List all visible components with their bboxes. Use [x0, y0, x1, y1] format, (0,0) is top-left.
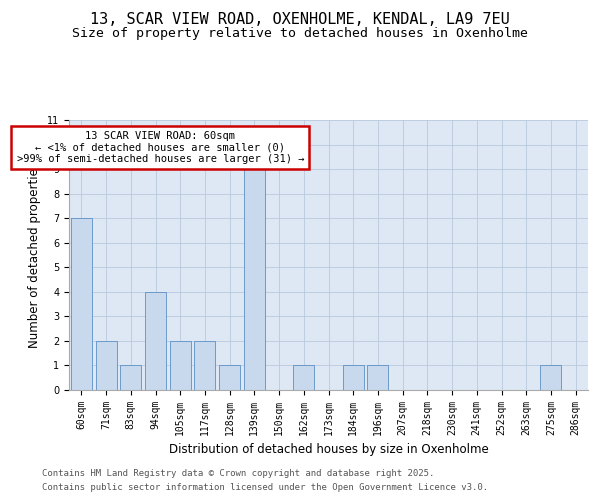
- X-axis label: Distribution of detached houses by size in Oxenholme: Distribution of detached houses by size …: [169, 444, 488, 456]
- Text: 13, SCAR VIEW ROAD, OXENHOLME, KENDAL, LA9 7EU: 13, SCAR VIEW ROAD, OXENHOLME, KENDAL, L…: [90, 12, 510, 28]
- Bar: [219, 366, 240, 390]
- Bar: [367, 366, 388, 390]
- Text: Size of property relative to detached houses in Oxenholme: Size of property relative to detached ho…: [72, 28, 528, 40]
- Bar: [71, 218, 92, 390]
- Bar: [145, 292, 166, 390]
- Bar: [194, 341, 215, 390]
- Y-axis label: Number of detached properties: Number of detached properties: [28, 162, 41, 348]
- Bar: [95, 341, 116, 390]
- Bar: [343, 366, 364, 390]
- Text: Contains HM Land Registry data © Crown copyright and database right 2025.: Contains HM Land Registry data © Crown c…: [42, 468, 434, 477]
- Text: 13 SCAR VIEW ROAD: 60sqm
← <1% of detached houses are smaller (0)
>99% of semi-d: 13 SCAR VIEW ROAD: 60sqm ← <1% of detach…: [17, 131, 304, 164]
- Bar: [293, 366, 314, 390]
- Bar: [120, 366, 141, 390]
- Bar: [170, 341, 191, 390]
- Bar: [541, 366, 562, 390]
- Text: Contains public sector information licensed under the Open Government Licence v3: Contains public sector information licen…: [42, 484, 488, 492]
- Bar: [244, 169, 265, 390]
